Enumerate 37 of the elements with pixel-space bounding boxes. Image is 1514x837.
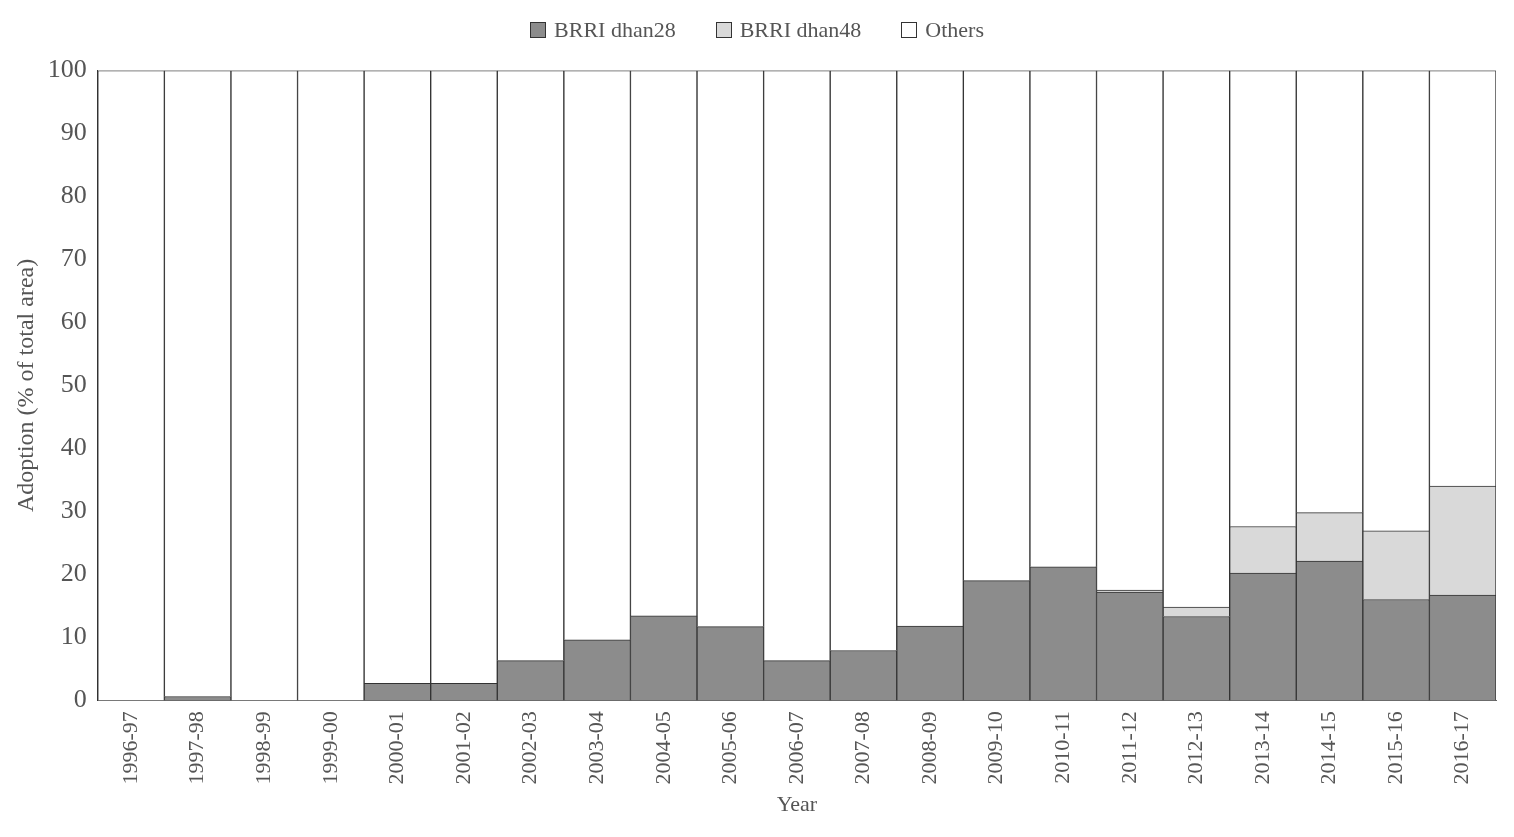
y-tick-label: 90 <box>60 117 87 147</box>
x-tick-label: 2007-08 <box>849 711 875 785</box>
x-tick-label: 2014-15 <box>1315 711 1341 785</box>
y-tick-label: 20 <box>60 558 87 588</box>
y-tick-label: 80 <box>60 180 87 210</box>
y-tick-label: 50 <box>60 369 87 399</box>
y-tick-label: 40 <box>60 432 87 462</box>
x-tick-label: 1998-99 <box>250 711 276 785</box>
x-tick-label: 2015-16 <box>1381 711 1407 785</box>
x-tick-label: 1997-98 <box>183 711 209 785</box>
y-tick-label: 30 <box>60 495 87 525</box>
series-label: Others <box>925 17 984 43</box>
y-tick-label: 0 <box>73 684 87 714</box>
y-tick-label: 100 <box>47 54 87 84</box>
x-tick-label: 2002-03 <box>516 711 542 785</box>
x-tick-label: 2012-13 <box>1182 711 1208 785</box>
x-tick-label: 2004-05 <box>649 711 675 785</box>
legend-label: BRRI dhan48 <box>739 17 862 43</box>
x-tick-label: 2003-04 <box>582 711 608 785</box>
y-tick-label: 70 <box>60 243 87 273</box>
y-tick-label: 10 <box>60 621 87 651</box>
x-tick-label: 2005-06 <box>716 711 742 785</box>
y-axis-title: Adoption (% of total area) <box>11 258 38 513</box>
x-tick-label: 1999-00 <box>316 711 342 785</box>
x-tick-label: 2006-07 <box>782 711 808 785</box>
x-tick-label: 2009-10 <box>982 711 1008 785</box>
x-tick-label: 2000-01 <box>383 711 409 785</box>
x-tick-label: 2001-02 <box>449 711 475 785</box>
x-tick-label: 2008-09 <box>915 711 941 785</box>
y-tick-label: 60 <box>60 306 87 336</box>
x-tick-label: 1996-97 <box>116 711 142 785</box>
legend-label: BRRI dhan28 <box>554 17 676 43</box>
x-tick-label: 2011-12 <box>1115 711 1141 784</box>
x-axis-title: Year <box>776 790 818 816</box>
x-tick-label: 2013-14 <box>1248 711 1274 785</box>
x-tick-label: 2016-17 <box>1448 711 1474 785</box>
x-tick-label: 2010-11 <box>1049 711 1075 784</box>
